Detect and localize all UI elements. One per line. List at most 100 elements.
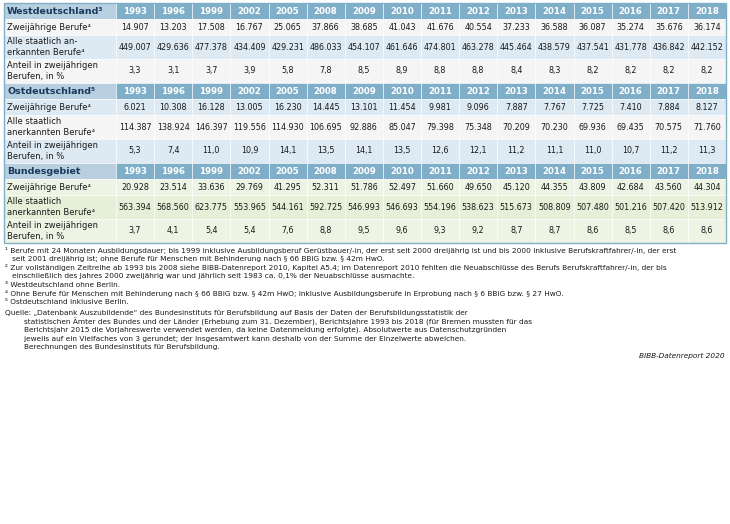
Text: 538.623: 538.623 xyxy=(462,202,494,212)
Bar xyxy=(4,35,116,59)
Text: 41.676: 41.676 xyxy=(426,23,454,31)
Bar xyxy=(4,115,116,139)
Text: 7.767: 7.767 xyxy=(543,103,566,112)
Text: 3,3: 3,3 xyxy=(129,67,141,75)
Bar xyxy=(116,195,154,219)
Bar xyxy=(688,219,726,243)
Bar xyxy=(154,179,192,195)
Bar xyxy=(421,219,459,243)
Text: 501.216: 501.216 xyxy=(615,202,647,212)
Text: 13.101: 13.101 xyxy=(350,103,377,112)
Bar xyxy=(345,19,383,35)
Bar xyxy=(459,139,497,163)
Text: 14,1: 14,1 xyxy=(279,147,296,156)
Bar xyxy=(231,83,269,99)
Text: 69.936: 69.936 xyxy=(579,123,607,132)
Bar xyxy=(459,35,497,59)
Text: 114.387: 114.387 xyxy=(119,123,151,132)
Text: 2008: 2008 xyxy=(314,6,337,16)
Text: 16.230: 16.230 xyxy=(274,103,301,112)
Text: 14,1: 14,1 xyxy=(355,147,372,156)
Text: Zweijährige Berufe⁴: Zweijährige Berufe⁴ xyxy=(7,182,91,191)
Text: 454.107: 454.107 xyxy=(347,42,380,51)
Bar xyxy=(688,3,726,19)
Text: 20.928: 20.928 xyxy=(121,182,149,191)
Text: 7.884: 7.884 xyxy=(658,103,680,112)
Text: 2018: 2018 xyxy=(695,167,719,176)
Bar xyxy=(459,59,497,83)
Bar xyxy=(574,163,612,179)
Bar xyxy=(383,35,421,59)
Text: 23.514: 23.514 xyxy=(159,182,187,191)
Text: 553.965: 553.965 xyxy=(233,202,266,212)
Text: 434.409: 434.409 xyxy=(233,42,266,51)
Bar xyxy=(574,99,612,115)
Bar xyxy=(231,115,269,139)
Text: 2009: 2009 xyxy=(352,6,376,16)
Bar xyxy=(116,179,154,195)
Text: 7.887: 7.887 xyxy=(505,103,528,112)
Bar xyxy=(535,195,574,219)
Bar xyxy=(612,115,650,139)
Bar xyxy=(497,179,535,195)
Text: 7.410: 7.410 xyxy=(619,103,642,112)
Text: 71.760: 71.760 xyxy=(693,123,721,132)
Bar xyxy=(269,19,307,35)
Bar xyxy=(345,99,383,115)
Text: 2018: 2018 xyxy=(695,86,719,95)
Bar xyxy=(688,163,726,179)
Bar xyxy=(4,59,116,83)
Bar xyxy=(497,163,535,179)
Text: 623.775: 623.775 xyxy=(195,202,228,212)
Bar xyxy=(612,19,650,35)
Text: 8,6: 8,6 xyxy=(701,226,713,235)
Text: 2018: 2018 xyxy=(695,6,719,16)
Bar xyxy=(192,195,231,219)
Text: 2013: 2013 xyxy=(504,167,529,176)
Bar xyxy=(383,99,421,115)
Bar xyxy=(688,195,726,219)
Bar xyxy=(192,35,231,59)
Bar xyxy=(116,19,154,35)
Text: 10.308: 10.308 xyxy=(159,103,187,112)
Bar xyxy=(307,115,345,139)
Text: Ostdeutschland⁵: Ostdeutschland⁵ xyxy=(7,86,95,95)
Bar xyxy=(4,195,116,219)
Text: 36.588: 36.588 xyxy=(541,23,568,31)
Bar xyxy=(612,59,650,83)
Bar xyxy=(574,219,612,243)
Text: 2010: 2010 xyxy=(390,86,414,95)
Text: 2009: 2009 xyxy=(352,167,376,176)
Bar xyxy=(307,59,345,83)
Bar xyxy=(497,3,535,19)
Bar xyxy=(421,99,459,115)
Text: 449.007: 449.007 xyxy=(119,42,151,51)
Text: 2015: 2015 xyxy=(580,86,604,95)
Text: BIBB-Datenreport 2020: BIBB-Datenreport 2020 xyxy=(639,353,725,359)
Text: 508.809: 508.809 xyxy=(538,202,571,212)
Bar xyxy=(650,115,688,139)
Text: 35.274: 35.274 xyxy=(617,23,645,31)
Bar xyxy=(421,83,459,99)
Bar xyxy=(574,139,612,163)
Bar xyxy=(650,3,688,19)
Bar xyxy=(231,163,269,179)
Text: 442.152: 442.152 xyxy=(691,42,723,51)
Bar xyxy=(307,99,345,115)
Bar xyxy=(4,99,116,115)
Bar xyxy=(231,59,269,83)
Bar xyxy=(612,195,650,219)
Bar xyxy=(497,219,535,243)
Bar xyxy=(688,35,726,59)
Text: 11,2: 11,2 xyxy=(660,147,677,156)
Text: 3,9: 3,9 xyxy=(243,67,255,75)
Text: 1999: 1999 xyxy=(199,6,223,16)
Text: 477.378: 477.378 xyxy=(195,42,228,51)
Bar xyxy=(612,139,650,163)
Text: 52.497: 52.497 xyxy=(388,182,416,191)
Text: 8,7: 8,7 xyxy=(548,226,561,235)
Bar xyxy=(650,99,688,115)
Text: 9.981: 9.981 xyxy=(429,103,451,112)
Text: 8,7: 8,7 xyxy=(510,226,523,235)
Bar xyxy=(116,139,154,163)
